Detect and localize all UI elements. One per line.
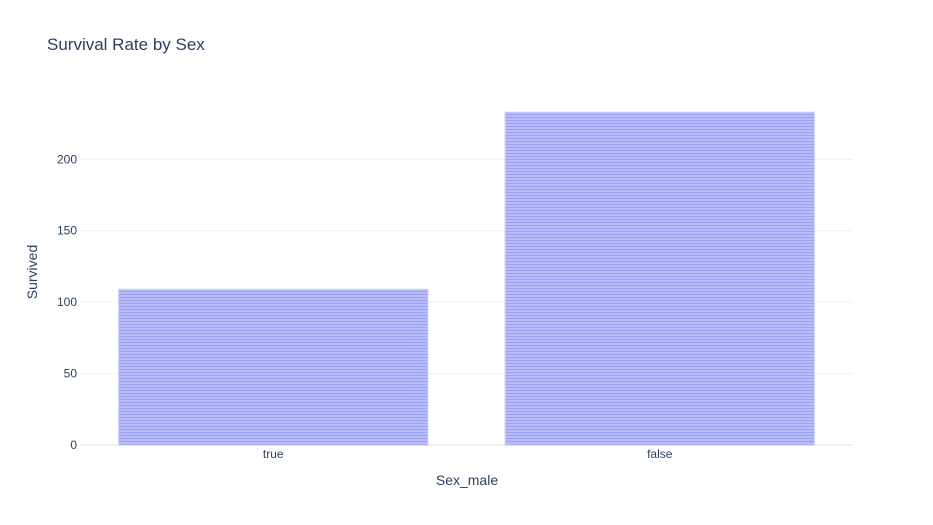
y-axis-ticks: 0 50 100 150 200 — [57, 152, 77, 452]
x-tick-label: true — [263, 447, 284, 461]
y-tick-label: 50 — [64, 367, 78, 381]
bar-true — [118, 288, 429, 446]
chart-title: Survival Rate by Sex — [47, 35, 205, 54]
y-tick-label: 150 — [57, 224, 77, 238]
y-axis-title: Survived — [24, 245, 40, 299]
x-axis-ticks: true false — [263, 447, 673, 461]
y-tick-label: 100 — [57, 295, 77, 309]
y-tick-label: 0 — [70, 438, 77, 452]
x-tick-label: false — [647, 447, 673, 461]
bars — [118, 111, 815, 446]
x-axis-title: Sex_male — [436, 472, 498, 488]
y-tick-label: 200 — [57, 152, 77, 166]
bar-false — [504, 111, 815, 446]
